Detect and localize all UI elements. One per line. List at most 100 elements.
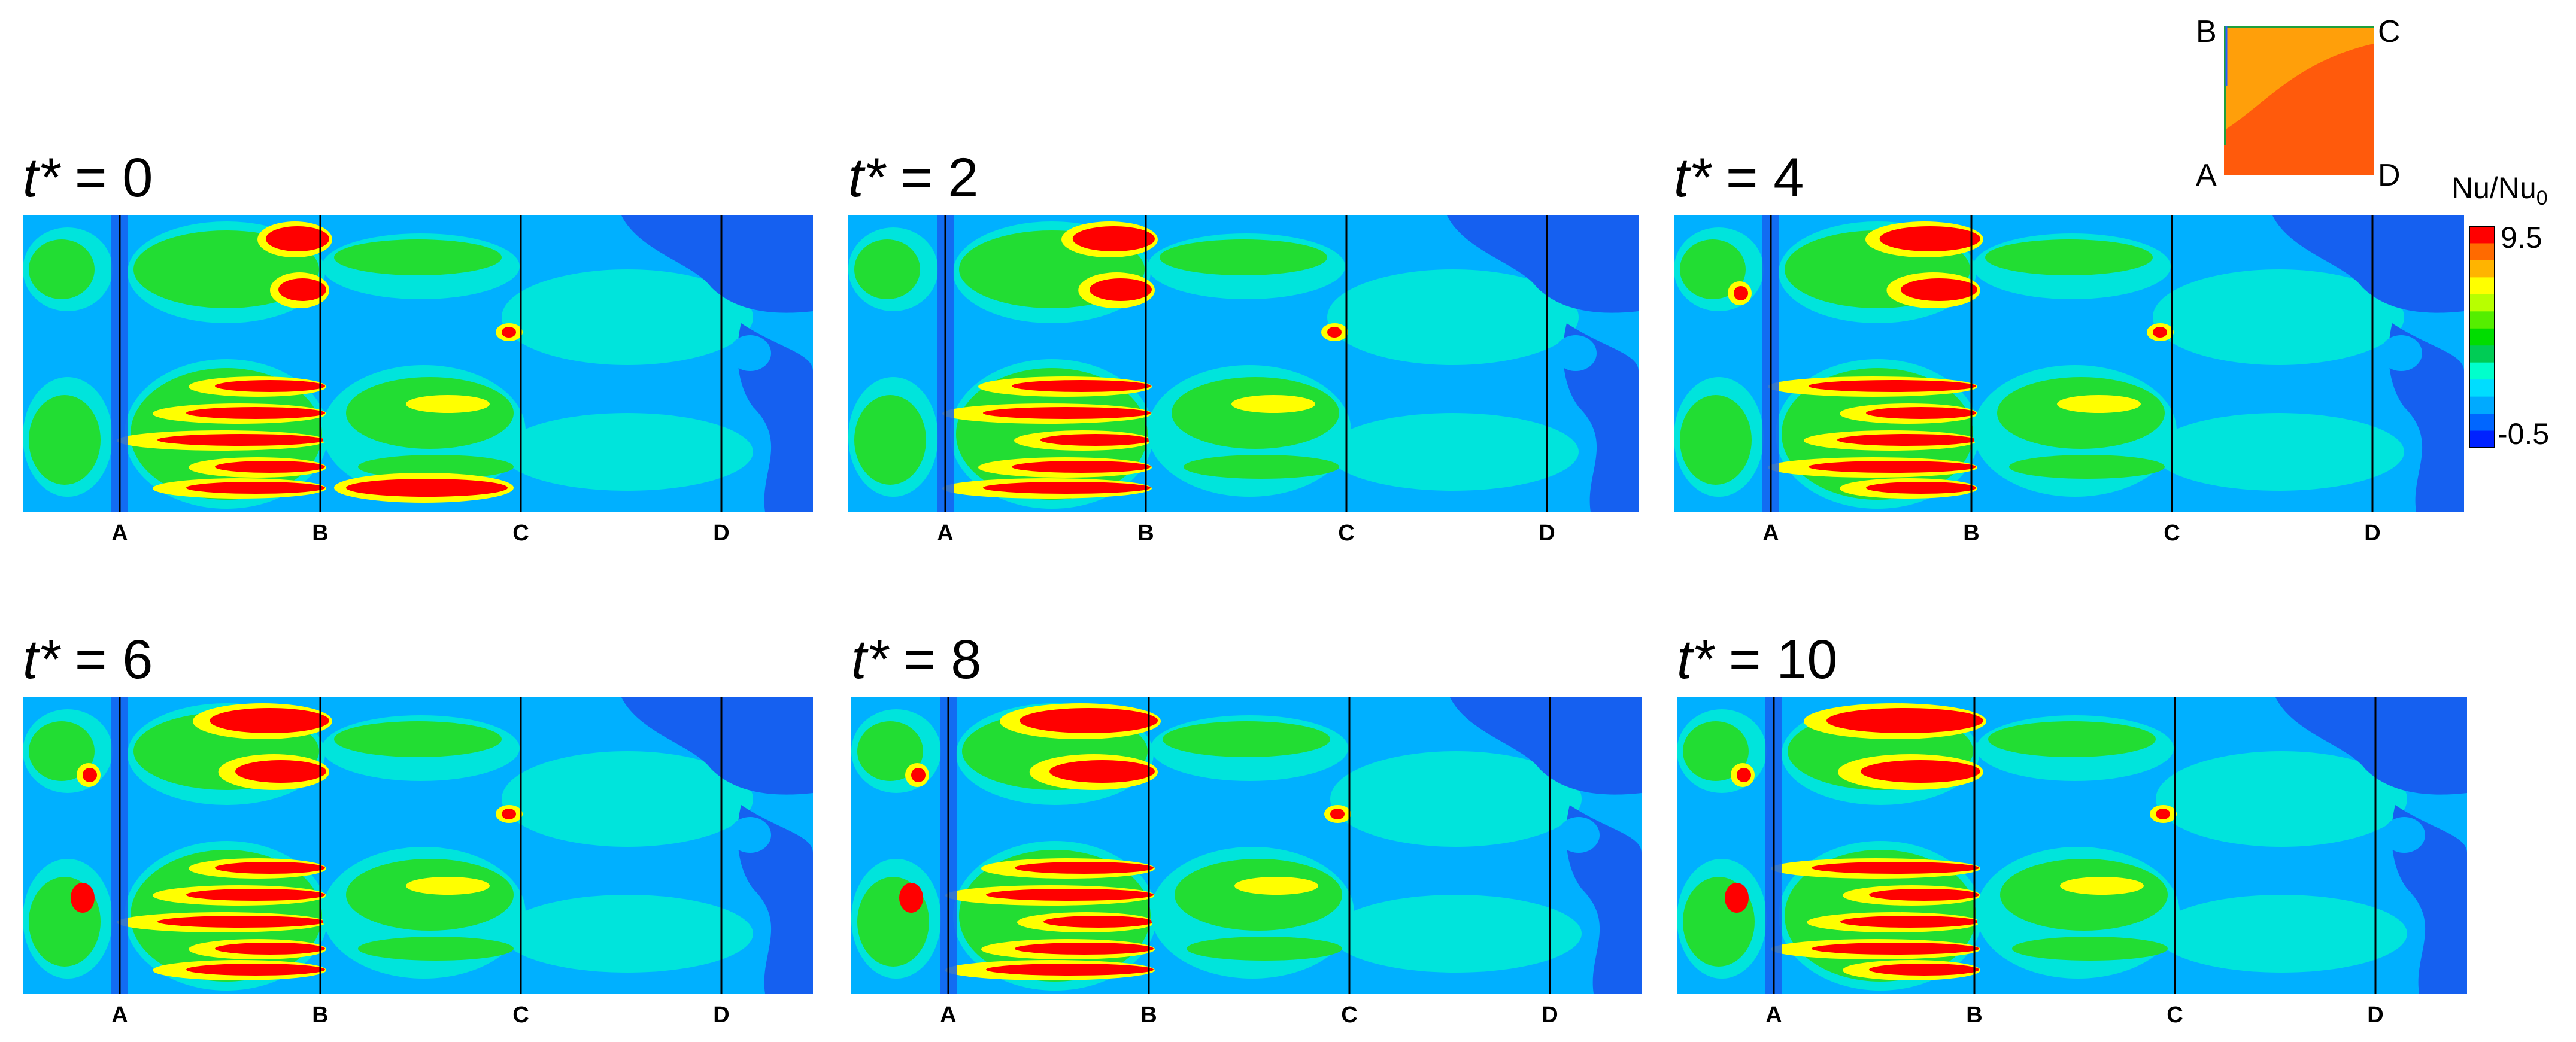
contour-hotspot-left — [1737, 768, 1751, 782]
corner-label-b: B — [2196, 14, 2217, 49]
colorbar-swatch — [2469, 396, 2495, 414]
contour-lobe-cd-lower — [1327, 413, 1579, 491]
contour-band-bc — [1988, 721, 2156, 757]
panel-title: t* = 8 — [851, 629, 982, 690]
contour-hotspot-left — [1734, 286, 1748, 300]
colorbar-swatch — [2469, 430, 2495, 448]
heatmap — [1677, 697, 2467, 994]
contour-streak — [986, 889, 1154, 901]
contour-blob — [2383, 817, 2425, 853]
contour-hotspot-c — [1330, 809, 1345, 819]
colorbar-swatch — [2469, 277, 2495, 295]
contour-band-bc — [334, 721, 502, 757]
contour-lobe-cd-upper — [2153, 269, 2404, 365]
contour-streak — [210, 708, 329, 733]
contour-low-region — [621, 215, 813, 313]
colorbar-swatch — [2469, 362, 2495, 380]
heatmap — [848, 215, 1639, 512]
contour-streak — [157, 916, 325, 928]
contour-band-bc — [346, 377, 514, 449]
contour-lobe-cd-lower — [502, 895, 753, 973]
x-tick-a: A — [937, 521, 954, 546]
contour-streak — [186, 407, 325, 419]
contour-streak — [215, 380, 325, 392]
contour-streak — [406, 877, 490, 895]
contour-streak — [358, 455, 514, 479]
contour-streak — [235, 760, 326, 783]
contour-streak — [1866, 407, 1976, 419]
x-tick-d: D — [2364, 521, 2381, 546]
corner-label-d: D — [2378, 158, 2401, 193]
panel-title: t* = 2 — [848, 147, 979, 208]
contour-blob — [1555, 335, 1597, 371]
contour-lobe-left-upper — [857, 721, 923, 781]
contour-streak — [186, 964, 325, 976]
contour-streak — [1040, 434, 1151, 446]
contour-streak — [1012, 461, 1151, 473]
contour-low-region — [621, 697, 813, 795]
contour-streak — [1861, 760, 1980, 783]
x-tick-c: C — [512, 1002, 529, 1028]
contour-streak — [1866, 482, 1976, 494]
x-tick-d: D — [713, 1002, 730, 1028]
contour-low-region — [2275, 697, 2467, 795]
contour-lobe-cd-lower — [2156, 895, 2407, 973]
contour-lobe-cd-upper — [2156, 751, 2407, 847]
contour-lobe-cd-lower — [1330, 895, 1582, 973]
colorbar-min-label: -0.5 — [2498, 417, 2550, 451]
contour-streak — [215, 943, 325, 955]
heatmap — [23, 697, 813, 994]
panel-title: t* = 6 — [23, 629, 153, 690]
contour-band-bc — [1997, 377, 2165, 449]
contour-streak — [983, 407, 1151, 419]
x-tick-b: B — [312, 521, 329, 546]
contour-streak — [1015, 862, 1154, 874]
contour-hotspot-left — [71, 883, 95, 913]
x-tick-a: A — [940, 1002, 957, 1028]
contour-hotspot-c — [1327, 327, 1342, 338]
colorbar-swatch — [2469, 328, 2495, 346]
heatmap — [851, 697, 1642, 994]
contour-lobe-left-upper — [29, 239, 95, 299]
contour-streak — [358, 937, 514, 961]
schematic-inset: B C A D — [2191, 14, 2419, 195]
contour-low-region — [2389, 323, 2464, 512]
contour-streak — [1869, 964, 1979, 976]
corner-label-c: C — [2378, 14, 2401, 49]
x-tick-c: C — [1341, 1002, 1358, 1028]
contour-streak — [186, 889, 325, 901]
x-tick-b: B — [1963, 521, 1980, 546]
contour-hotspot-left — [1725, 883, 1749, 913]
contour-low-region — [1447, 215, 1639, 313]
contour-hotspot-left — [911, 768, 926, 782]
contour-streak — [2009, 455, 2165, 479]
contour-streak — [1187, 937, 1342, 961]
heatmap — [1674, 215, 2464, 512]
contour-blob — [729, 817, 771, 853]
panel-title: t* = 0 — [23, 147, 153, 208]
schematic-inner-region — [2224, 44, 2374, 175]
contour-lobe-cd-upper — [502, 751, 753, 847]
contour-streak — [278, 278, 326, 301]
contour-streak — [1837, 434, 1976, 446]
contour-low-region — [738, 323, 813, 512]
contour-streak — [346, 479, 508, 497]
contour-streak — [1809, 461, 1976, 473]
contour-lobe-cd-lower — [502, 413, 753, 491]
x-tick-a: A — [111, 1002, 128, 1028]
x-tick-b: B — [1966, 1002, 1983, 1028]
contour-streak — [1809, 380, 1976, 392]
contour-low-region — [1563, 323, 1639, 512]
contour-hotspot-left — [83, 768, 97, 782]
contour-low-region — [2392, 805, 2467, 994]
contour-band-bc — [1172, 377, 1339, 449]
colorbar-border — [2469, 226, 2495, 448]
x-tick-a: A — [1762, 521, 1779, 546]
contour-lobe-left-upper — [29, 721, 95, 781]
contour-band-bc — [1160, 239, 1327, 275]
x-tick-a: A — [1765, 1002, 1782, 1028]
x-tick-b: B — [1140, 1002, 1157, 1028]
contour-lobe-left-lower — [1680, 395, 1752, 485]
contour-streak — [1090, 278, 1152, 301]
panel-title: t* = 4 — [1674, 147, 1804, 208]
